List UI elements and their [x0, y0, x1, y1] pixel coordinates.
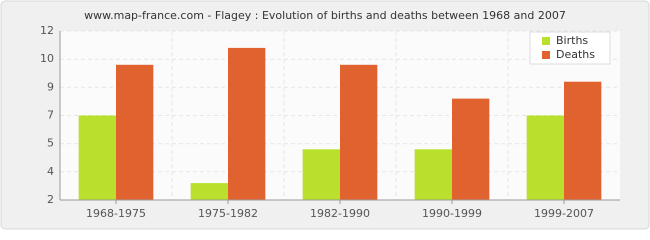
- bar: [78, 115, 116, 200]
- y-tick-label: 5: [47, 137, 54, 150]
- bar: [414, 149, 452, 200]
- bar: [526, 115, 564, 200]
- bar: [340, 64, 378, 200]
- legend-label: Births: [556, 34, 588, 47]
- x-tick-label: 1990-1999: [422, 207, 482, 220]
- bar: [228, 47, 266, 201]
- bar: [116, 64, 154, 200]
- legend-label: Deaths: [556, 48, 595, 61]
- x-tick-label: 1999-2007: [534, 207, 594, 220]
- bar: [452, 98, 490, 200]
- legend-swatch: [542, 37, 550, 45]
- legend-swatch: [542, 51, 550, 59]
- y-tick-label: 7: [47, 109, 54, 122]
- y-tick-label: 9: [47, 80, 54, 93]
- x-tick-label: 1982-1990: [310, 207, 370, 220]
- bar: [564, 81, 602, 200]
- x-tick-label: 1968-1975: [86, 207, 146, 220]
- y-tick-label: 2: [47, 193, 54, 206]
- bar: [302, 149, 340, 200]
- chart-title: www.map-france.com - Flagey : Evolution …: [84, 9, 566, 22]
- chart: www.map-france.com - Flagey : Evolution …: [0, 0, 650, 230]
- x-tick-label: 1975-1982: [198, 207, 258, 220]
- y-tick-label: 10: [40, 52, 54, 65]
- y-tick-label: 4: [47, 165, 54, 178]
- y-tick-label: 12: [40, 24, 54, 37]
- bar: [190, 183, 228, 200]
